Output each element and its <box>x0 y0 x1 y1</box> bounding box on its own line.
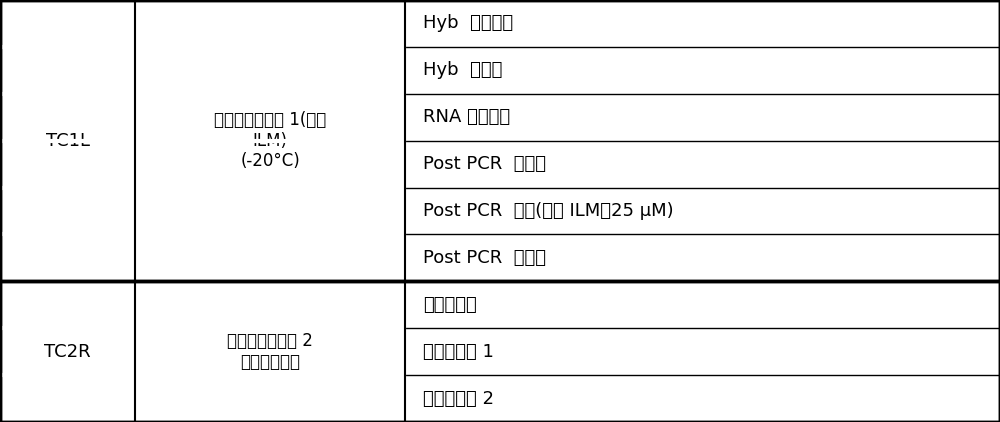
Text: 结合缓冲液: 结合缓冲液 <box>423 296 477 314</box>
Text: RNA 酶封闭液: RNA 酶封闭液 <box>423 108 510 126</box>
Text: TC1L: TC1L <box>46 132 90 150</box>
Text: Post PCR  聚合酶: Post PCR 聚合酶 <box>423 249 546 267</box>
Text: 清洗缓冲液 1: 清洗缓冲液 1 <box>423 343 494 361</box>
Text: Post PCR  缓冲液: Post PCR 缓冲液 <box>423 155 546 173</box>
Text: 目标富集试剂盒 2
（室温保存）: 目标富集试剂盒 2 （室温保存） <box>227 332 313 371</box>
Text: 清洗缓冲液 2: 清洗缓冲液 2 <box>423 390 494 408</box>
Text: 目标富集试剂盒 1(针对
ILM)
(-20°C): 目标富集试剂盒 1(针对 ILM) (-20°C) <box>214 111 326 170</box>
Text: Hyb  人封闭液: Hyb 人封闭液 <box>423 14 513 32</box>
Text: TC2R: TC2R <box>44 343 91 361</box>
Text: Hyb  缓冲液: Hyb 缓冲液 <box>423 61 502 79</box>
Text: Post PCR  引物(对于 ILM，25 μM): Post PCR 引物(对于 ILM，25 μM) <box>423 202 674 220</box>
